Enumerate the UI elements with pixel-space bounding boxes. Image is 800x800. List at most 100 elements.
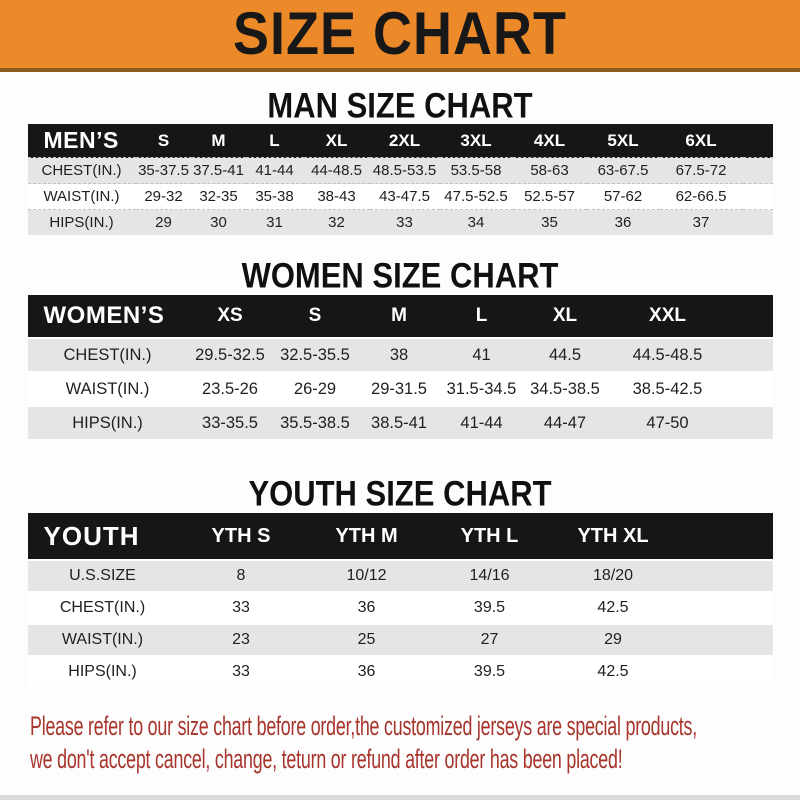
size-cell: 33	[369, 209, 440, 235]
size-col-header: 6XL	[659, 124, 743, 158]
size-cell: 62-66.5	[659, 183, 743, 210]
spacer-cell	[742, 124, 773, 158]
size-col-header: XL	[303, 124, 370, 158]
size-col-header: XS	[187, 295, 273, 338]
banner-title: SIZE CHART	[233, 0, 567, 68]
size-cell: 29-32	[135, 183, 192, 210]
size-cell: 63-67.5	[586, 157, 660, 184]
size-col-header: 2XL	[369, 124, 440, 158]
size-cell: 35.5-38.5	[272, 406, 358, 439]
size-cell: 34.5-38.5	[522, 372, 608, 406]
size-cell: 42.5	[550, 592, 676, 624]
table-row: CHEST(IN.) 33 36 39.5 42.5	[27, 592, 773, 624]
size-cell: 33	[177, 656, 305, 687]
footer-line-2: we don't accept cancel, change, teturn o…	[30, 744, 623, 774]
spacer-cell	[675, 560, 773, 592]
youth-header-row: YOUTH YTH S YTH M YTH L YTH XL	[27, 513, 773, 560]
size-cell: 32	[303, 209, 370, 235]
spacer-cell	[742, 209, 773, 235]
size-cell: 38	[357, 338, 441, 372]
size-cell: 32-35	[191, 183, 246, 210]
size-col-header: S	[272, 295, 358, 338]
size-cell: 36	[586, 209, 660, 235]
size-cell: 10/12	[304, 560, 429, 592]
size-cell: 57-62	[586, 183, 660, 210]
size-cell: 53.5-58	[439, 157, 513, 184]
size-cell: 33	[177, 592, 305, 624]
size-cell: 38.5-41	[357, 406, 441, 439]
size-col-header: L	[440, 295, 523, 338]
spacer-cell	[742, 183, 773, 210]
mens-header-row: MEN’S S M L XL 2XL 3XL 4XL 5XL 6XL	[27, 124, 773, 158]
size-cell: 36	[304, 592, 429, 624]
row-label: CHEST(IN.)	[27, 338, 188, 372]
size-cell: 18/20	[550, 560, 676, 592]
table-row: HIPS(IN.) 33-35.5 35.5-38.5 38.5-41 41-4…	[27, 406, 773, 439]
size-cell: 32.5-35.5	[272, 338, 358, 372]
table-row: HIPS(IN.) 29 30 31 32 33 34 35 36 37	[27, 209, 773, 235]
youth-header-label: YOUTH	[27, 513, 178, 560]
spacer-cell	[727, 406, 773, 439]
size-chart-banner: SIZE CHART	[0, 0, 800, 72]
size-cell: 37.5-41	[191, 157, 246, 184]
size-cell: 14/16	[428, 560, 551, 592]
row-label: WAIST(IN.)	[27, 372, 188, 406]
size-col-header: 4XL	[512, 124, 587, 158]
row-label: U.S.SIZE	[27, 560, 178, 592]
size-cell: 29-31.5	[357, 372, 441, 406]
row-label: WAIST(IN.)	[27, 624, 178, 656]
table-row: HIPS(IN.) 33 36 39.5 42.5	[27, 656, 773, 687]
womens-size-table: WOMEN’S XS S M L XL XXL CHEST(IN.) 29.5-…	[27, 295, 773, 439]
size-col-header: YTH M	[304, 513, 429, 560]
womens-header-row: WOMEN’S XS S M L XL XXL	[27, 295, 773, 338]
youth-size-table: YOUTH YTH S YTH M YTH L YTH XL U.S.SIZE …	[27, 513, 773, 687]
women-section-title: WOMEN SIZE CHART	[241, 255, 559, 296]
size-cell: 29.5-32.5	[187, 338, 273, 372]
size-cell: 26-29	[272, 372, 358, 406]
men-section-title: MAN SIZE CHART	[267, 85, 533, 126]
footer-line-1: Please refer to our size chart before or…	[30, 711, 698, 741]
footer-note: Please refer to our size chart before or…	[0, 710, 800, 776]
table-row: WAIST(IN.) 23 25 27 29	[27, 624, 773, 656]
size-cell: 44.5	[522, 338, 608, 372]
table-row: WAIST(IN.) 29-32 32-35 35-38 38-43 43-47…	[27, 183, 773, 210]
size-col-header: XXL	[607, 295, 728, 338]
size-cell: 33-35.5	[187, 406, 273, 439]
size-cell: 41	[440, 338, 523, 372]
row-label: HIPS(IN.)	[27, 406, 188, 439]
size-cell: 25	[304, 624, 429, 656]
size-col-header: S	[135, 124, 192, 158]
row-label: WAIST(IN.)	[27, 183, 136, 210]
size-cell: 36	[304, 656, 429, 687]
size-col-header: M	[357, 295, 441, 338]
size-cell: 34	[439, 209, 513, 235]
spacer-cell	[675, 592, 773, 624]
mens-size-table: MEN’S S M L XL 2XL 3XL 4XL 5XL 6XL CHEST…	[27, 124, 773, 235]
size-cell: 67.5-72	[659, 157, 743, 184]
size-cell: 39.5	[428, 656, 551, 687]
spacer-cell	[675, 624, 773, 656]
size-col-header: 3XL	[439, 124, 513, 158]
table-row: WAIST(IN.) 23.5-26 26-29 29-31.5 31.5-34…	[27, 372, 773, 406]
size-cell: 8	[177, 560, 305, 592]
size-col-header: YTH L	[428, 513, 551, 560]
size-cell: 41-44	[440, 406, 523, 439]
size-cell: 41-44	[245, 157, 304, 184]
spacer-cell	[727, 338, 773, 372]
table-row: U.S.SIZE 8 10/12 14/16 18/20	[27, 560, 773, 592]
size-cell: 35	[512, 209, 587, 235]
row-label: CHEST(IN.)	[27, 157, 136, 184]
size-cell: 47-50	[607, 406, 728, 439]
womens-header-label: WOMEN’S	[27, 295, 188, 338]
spacer-cell	[727, 372, 773, 406]
size-cell: 42.5	[550, 656, 676, 687]
spacer-cell	[742, 157, 773, 184]
size-cell: 44-47	[522, 406, 608, 439]
size-cell: 37	[659, 209, 743, 235]
size-cell: 44-48.5	[303, 157, 370, 184]
size-col-header: XL	[522, 295, 608, 338]
size-cell: 35-38	[245, 183, 304, 210]
size-col-header: M	[191, 124, 246, 158]
size-cell: 23.5-26	[187, 372, 273, 406]
